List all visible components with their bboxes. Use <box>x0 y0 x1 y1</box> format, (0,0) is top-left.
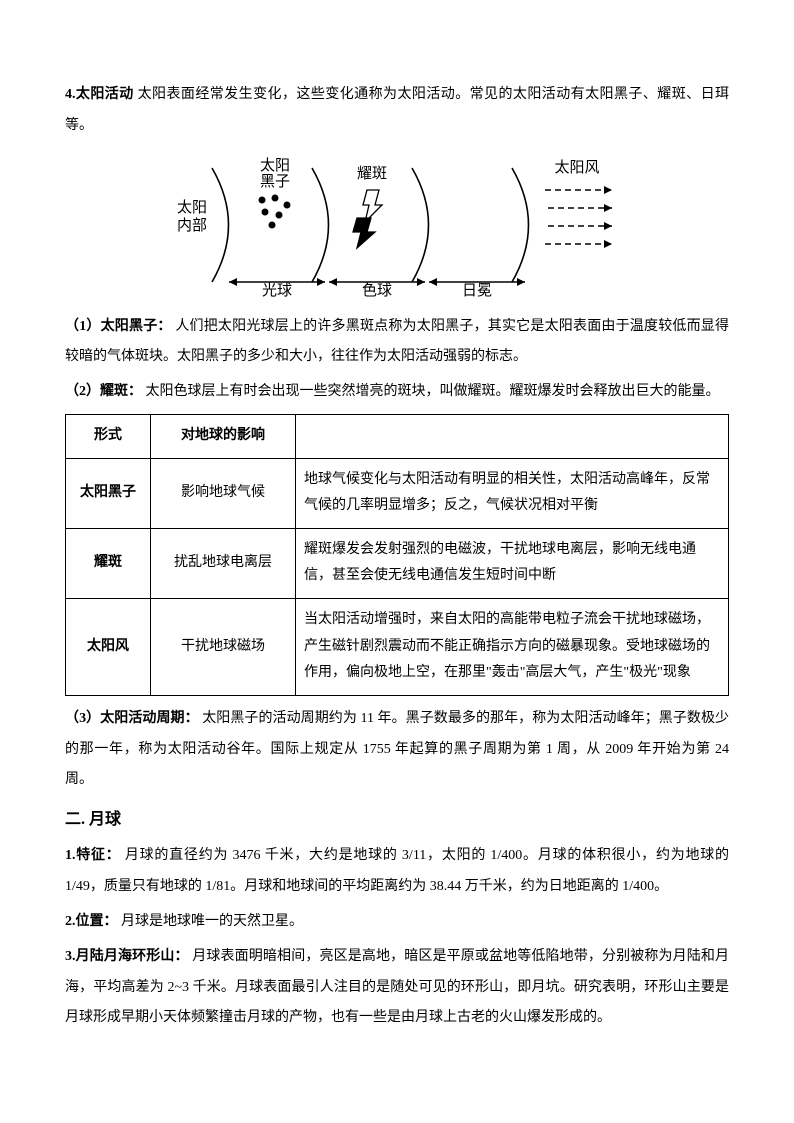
sun-diagram: 太阳 黑子 耀斑 太阳风 太阳 内部 光球 色球 日冕 <box>157 150 637 300</box>
th-detail <box>296 414 729 458</box>
label-4: 4.太阳活动 <box>65 87 134 102</box>
cell: 太阳风 <box>66 598 151 695</box>
svg-text:太阳: 太阳 <box>177 199 207 216</box>
cell: 影响地球气候 <box>151 458 296 528</box>
table-row: 太阳风 干扰地球磁场 当太阳活动增强时，来自太阳的高能带电粒子流会干扰地球磁场，… <box>66 598 729 695</box>
svg-text:太阳: 太阳 <box>260 157 290 174</box>
label-flare: （2）耀斑： <box>65 384 142 399</box>
svg-text:太阳风: 太阳风 <box>554 159 599 176</box>
svg-text:日冕: 日冕 <box>462 283 492 299</box>
para-period: （3）太阳活动周期： 太阳黑子的活动周期约为 11 年。黑子数最多的那年，称为太… <box>65 704 729 796</box>
th-form: 形式 <box>66 414 151 458</box>
label-sunspot: （1）太阳黑子： <box>65 319 172 334</box>
activity-table: 形式 对地球的影响 太阳黑子 影响地球气候 地球气候变化与太阳活动有明显的相关性… <box>65 414 729 696</box>
svg-text:耀斑: 耀斑 <box>357 165 387 182</box>
cell: 干扰地球磁场 <box>151 598 296 695</box>
table-row: 太阳黑子 影响地球气候 地球气候变化与太阳活动有明显的相关性，太阳活动高峰年，反… <box>66 458 729 528</box>
svg-text:色球: 色球 <box>362 282 392 299</box>
cell: 太阳黑子 <box>66 458 151 528</box>
cell: 地球气候变化与太阳活动有明显的相关性，太阳活动高峰年，反常气候的几率明显增多；反… <box>296 458 729 528</box>
label-m2: 2.位置： <box>65 914 118 929</box>
cell: 当太阳活动增强时，来自太阳的高能带电粒子流会干扰地球磁场，产生磁针剧烈震动而不能… <box>296 598 729 695</box>
cell: 耀斑爆发会发射强烈的电磁波，干扰地球电离层，影响无线电通信，甚至会使无线电通信发… <box>296 528 729 598</box>
th-effect: 对地球的影响 <box>151 414 296 458</box>
text-flare: 太阳色球层上有时会出现一些突然增亮的斑块，叫做耀斑。耀斑爆发时会释放出巨大的能量… <box>146 384 720 399</box>
svg-text:黑子: 黑子 <box>260 173 290 190</box>
para-moon-position: 2.位置： 月球是地球唯一的天然卫星。 <box>65 907 729 938</box>
para-sun-activity: 4.太阳活动 太阳表面经常发生变化，这些变化通称为太阳活动。常见的太阳活动有太阳… <box>65 80 729 142</box>
para-flare: （2）耀斑： 太阳色球层上有时会出现一些突然增亮的斑块，叫做耀斑。耀斑爆发时会释… <box>65 377 729 408</box>
text-m1: 月球的直径约为 3476 千米，大约是地球的 3/11，太阳的 1/400。月球… <box>65 848 729 894</box>
label-period: （3）太阳活动周期： <box>65 711 199 726</box>
svg-text:光球: 光球 <box>262 282 292 299</box>
table-header-row: 形式 对地球的影响 <box>66 414 729 458</box>
text-m2: 月球是地球唯一的天然卫星。 <box>121 914 303 929</box>
para-sunspot: （1）太阳黑子： 人们把太阳光球层上的许多黑斑点称为太阳黑子，其实它是太阳表面由… <box>65 312 729 374</box>
table-row: 耀斑 扰乱地球电离层 耀斑爆发会发射强烈的电磁波，干扰地球电离层，影响无线电通信… <box>66 528 729 598</box>
para-moon-feature: 1.特征： 月球的直径约为 3476 千米，大约是地球的 3/11，太阳的 1/… <box>65 841 729 903</box>
cell: 扰乱地球电离层 <box>151 528 296 598</box>
svg-text:内部: 内部 <box>177 217 207 234</box>
label-m1: 1.特征： <box>65 848 121 863</box>
para-moon-crater: 3.月陆月海环形山： 月球表面明暗相间，亮区是高地，暗区是平原或盆地等低陷地带，… <box>65 942 729 1034</box>
section-moon: 二. 月球 <box>65 802 729 837</box>
label-m3: 3.月陆月海环形山： <box>65 949 189 964</box>
text-4: 太阳表面经常发生变化，这些变化通称为太阳活动。常见的太阳活动有太阳黑子、耀斑、日… <box>65 87 729 133</box>
cell: 耀斑 <box>66 528 151 598</box>
